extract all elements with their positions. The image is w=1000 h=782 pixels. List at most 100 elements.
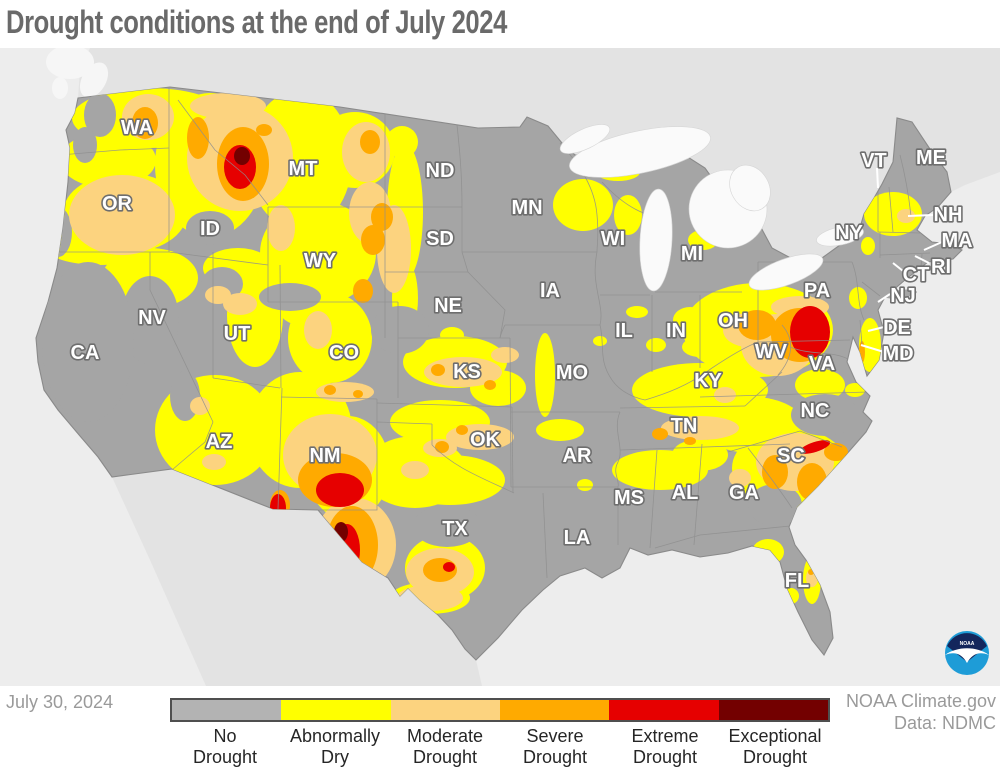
drought-area-extreme — [790, 306, 830, 358]
state-label-or: OR — [102, 193, 133, 215]
drought-area-moderate — [223, 293, 257, 315]
state-label-ma: MA — [941, 230, 972, 252]
legend-swatch-no — [172, 700, 282, 720]
drought-area-severe — [187, 117, 209, 159]
great-lake — [816, 225, 864, 247]
state-label-pa: PA — [804, 280, 830, 302]
state-label-va: VA — [809, 353, 835, 375]
drought-area-abnormally-dry — [440, 327, 464, 343]
state-label-ca: CA — [71, 342, 100, 364]
great-lake — [729, 164, 771, 212]
state-label-wa: WA — [121, 117, 153, 139]
state-label-mn: MN — [511, 197, 542, 219]
state-label-tn: TN — [671, 415, 698, 437]
drought-area-abnormally-dry — [849, 287, 867, 309]
state-label-md: MD — [882, 343, 913, 365]
legend-swatch-exceptional — [718, 700, 828, 720]
drought-area-severe — [361, 225, 385, 255]
legend-label: No Drought — [192, 726, 258, 767]
drought-area-severe — [738, 310, 776, 340]
state-label-mi: MI — [681, 243, 703, 265]
no-drought-area — [748, 484, 802, 526]
state-label-wi: WI — [601, 228, 625, 250]
drought-area-abnormally-dry — [535, 333, 555, 417]
state-label-az: AZ — [206, 431, 233, 453]
drought-area-severe — [435, 441, 449, 453]
drought-area-severe — [484, 380, 496, 390]
drought-area-moderate — [202, 454, 226, 470]
state-label-in: IN — [666, 320, 686, 342]
state-label-il: IL — [615, 320, 633, 342]
drought-area-severe — [684, 437, 696, 445]
state-label-oh: OH — [718, 310, 748, 332]
drought-area-abnormally-dry — [614, 195, 642, 235]
leader-line-ri — [914, 255, 930, 264]
map-date: July 30, 2024 — [6, 692, 114, 712]
state-label-mo: MO — [556, 362, 588, 384]
state-label-ri: RI — [931, 256, 951, 278]
drought-area-extreme — [799, 440, 831, 454]
state-label-de: DE — [883, 317, 911, 339]
state-label-ok: OK — [470, 429, 501, 451]
drought-area-abnormally-dry — [845, 383, 865, 397]
drought-area-abnormally-dry — [536, 419, 584, 441]
no-drought-area — [259, 283, 321, 311]
drought-area-severe — [256, 124, 272, 136]
no-drought-area — [791, 394, 859, 436]
drought-area-severe — [456, 425, 468, 435]
drought-area-severe — [353, 279, 373, 303]
drought-area-severe — [371, 203, 393, 231]
noaa-logo: NOAA — [945, 631, 989, 675]
drought-area-severe — [353, 390, 363, 398]
drought-area-abnormally-dry — [646, 338, 666, 352]
state-label-ne: NE — [434, 295, 462, 317]
footer: July 30, 2024 No Drought Abnormally Dry Mode… — [0, 686, 1000, 782]
no-drought-area — [186, 211, 234, 245]
credits: NOAA Climate.gov Data: NDMC — [846, 690, 996, 734]
drought-area-moderate — [190, 93, 266, 119]
drought-area-severe — [824, 443, 848, 461]
legend-label: Exceptional Drought — [728, 726, 822, 767]
state-label-sd: SD — [426, 228, 454, 250]
state-label-tx: TX — [442, 518, 468, 540]
long-island — [883, 289, 917, 299]
state-label-nd: ND — [426, 160, 455, 182]
drought-area-abnormally-dry — [577, 479, 593, 491]
state-label-mt: MT — [289, 158, 318, 180]
drought-area-severe — [132, 107, 158, 139]
no-drought-area — [84, 93, 116, 137]
state-label-id: ID — [200, 218, 220, 240]
state-label-nc: NC — [801, 400, 830, 422]
no-drought-area — [73, 127, 97, 163]
legend: No Drought Abnormally Dry Moderate Drought Sev… — [170, 698, 830, 768]
state-label-ny: NY — [835, 222, 863, 244]
drought-map: WA OR CA NV ID MT WY UT CO AZ NM ND SD NE KS OK TX MN IA MO… — [0, 45, 1000, 686]
state-label-nm: NM — [309, 445, 340, 467]
state-label-ar: AR — [563, 445, 592, 467]
no-drought-area — [42, 262, 134, 422]
drought-area-severe — [431, 364, 445, 376]
drought-area-severe — [324, 385, 336, 395]
leader-line-vt — [876, 167, 879, 189]
drought-area-severe — [360, 130, 380, 154]
great-lake — [639, 188, 673, 292]
leader-line-md — [860, 344, 885, 353]
state-label-ga: GA — [729, 482, 759, 504]
legend-label: Moderate Drought — [406, 726, 484, 767]
great-lake — [748, 253, 824, 291]
state-label-ia: IA — [540, 280, 560, 302]
leader-line-ma — [923, 241, 943, 251]
state-label-nh: NH — [934, 204, 963, 226]
drought-area-moderate — [729, 469, 751, 487]
great-lake — [569, 126, 711, 178]
no-drought-area — [413, 505, 481, 547]
legend-label: Abnormally Dry — [289, 726, 381, 767]
legend-labels: No Drought Abnormally Dry Moderate Drought Sev… — [170, 726, 830, 768]
state-label-ky: KY — [694, 370, 722, 392]
legend-swatch-moderate — [390, 700, 500, 720]
credit-source: NOAA Climate.gov — [845, 691, 996, 711]
legend-label: Severe Drought — [522, 726, 588, 767]
state-label-al: AL — [672, 482, 699, 504]
state-label-ks: KS — [453, 361, 481, 383]
